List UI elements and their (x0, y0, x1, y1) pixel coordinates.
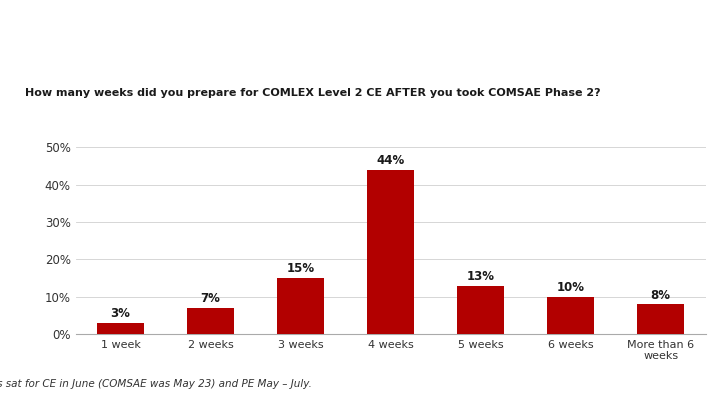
Text: 10%: 10% (557, 281, 585, 294)
Text: The majority of students sat for CE in June (COMSAE was May 23) and PE May – Jul: The majority of students sat for CE in J… (0, 379, 312, 389)
Bar (187, 308, 234, 334)
Text: How many weeks did you prepare for COMLEX Level 2 CE AFTER you took COMSAE Phase: How many weeks did you prepare for COMLE… (25, 88, 600, 98)
Text: 8%: 8% (651, 289, 670, 302)
Bar (547, 297, 594, 334)
Bar (97, 323, 144, 334)
Text: 13%: 13% (467, 270, 495, 283)
Bar (457, 286, 504, 334)
Text: 3%: 3% (111, 307, 130, 320)
Bar (367, 170, 414, 334)
Text: 15%: 15% (287, 262, 315, 275)
Text: 7%: 7% (201, 292, 220, 305)
Text: Duration of Study: Duration of Study (9, 15, 287, 43)
Bar (637, 304, 684, 334)
Text: 44%: 44% (377, 154, 405, 167)
Bar (277, 278, 324, 334)
